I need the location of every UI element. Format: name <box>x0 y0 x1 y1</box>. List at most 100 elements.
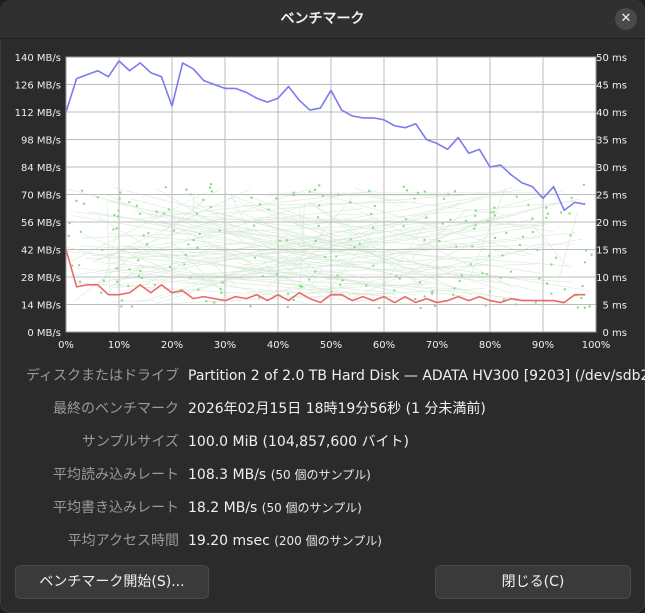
access-trace-line <box>91 227 427 257</box>
access-time-point <box>67 234 70 238</box>
read-rate-value-wrap: 108.3 MB/s (50 個のサンプル) <box>188 463 371 487</box>
access-trace-line <box>329 196 484 222</box>
access-trace-line <box>423 263 489 270</box>
access-time-point <box>509 270 513 273</box>
access-time-point <box>451 293 455 296</box>
y-left-tick-label: 14 MB/s <box>21 301 61 312</box>
access-time-point <box>550 292 553 295</box>
access-trace-line <box>113 193 346 264</box>
access-time-point <box>128 200 131 204</box>
access-time-point <box>336 274 339 277</box>
access-time-point <box>82 202 86 205</box>
y-left-tick-label: 98 MB/s <box>21 136 61 147</box>
access-trace-line <box>416 224 547 247</box>
access-time-point <box>192 238 195 242</box>
access-time-point <box>267 208 270 211</box>
access-time-point <box>455 245 458 248</box>
access-time-point <box>335 255 338 258</box>
x-tick-label: 80% <box>479 340 501 351</box>
access-time-point <box>115 267 118 270</box>
access-trace-line <box>298 205 306 253</box>
access-trace-line <box>138 277 305 295</box>
access-time-point <box>570 196 573 200</box>
access-time-point <box>559 211 563 214</box>
access-time-point <box>321 194 325 198</box>
access-time-point <box>299 285 302 288</box>
access-trace-line <box>179 217 430 259</box>
access-time-point <box>423 190 426 193</box>
access-time-point <box>317 224 320 228</box>
access-time-point <box>469 263 472 266</box>
access-time-point <box>515 195 518 198</box>
access-trace-line <box>269 211 526 256</box>
access-time-point <box>210 190 214 193</box>
access-time-point <box>371 226 375 229</box>
access-time-point <box>398 277 401 280</box>
access-trace-line <box>75 282 413 304</box>
access-trace-line <box>187 201 416 207</box>
start-benchmark-button[interactable]: ベンチマーク開始(S)... <box>15 565 209 599</box>
access-time-point <box>253 256 257 259</box>
access-time-point <box>220 291 223 295</box>
write-rate-line <box>65 249 586 304</box>
y-left-tick-label: 70 MB/s <box>21 191 61 202</box>
access-time-point <box>258 202 262 206</box>
close-icon[interactable]: ✕ <box>615 8 637 30</box>
access-time-point <box>138 212 142 216</box>
access-time-point <box>365 284 368 287</box>
access-trace-line <box>244 194 306 218</box>
access-time-point <box>164 186 168 189</box>
access-time-point <box>205 299 208 303</box>
close-button[interactable]: 閉じる(C) <box>435 565 631 599</box>
access-time-point <box>213 301 216 304</box>
access-trace-line <box>65 251 277 272</box>
access-time-point <box>493 206 496 209</box>
access-trace-line <box>533 225 570 269</box>
access-trace-line <box>132 210 542 274</box>
access-trace-line <box>267 276 342 295</box>
access-time-point <box>474 224 477 227</box>
access-time-point <box>492 210 495 214</box>
access-time-point <box>505 231 508 235</box>
access-time-point <box>120 299 124 302</box>
plot-border <box>65 56 597 333</box>
row-last-benchmark: 最終のベンチマーク 2026年02月15日 18時19分56秒 (1 分未満前) <box>0 397 645 421</box>
access-time-point <box>405 189 409 192</box>
row-write-rate: 平均書き込みレート 18.2 MB/s (50 個のサンプル) <box>0 496 645 520</box>
access-time-point <box>162 212 166 215</box>
access-time-point <box>438 239 441 243</box>
access-trace-line <box>115 245 201 249</box>
access-trace-line <box>230 195 272 276</box>
y-right-tick-label: 35 ms <box>596 136 627 147</box>
access-time-point <box>183 263 186 266</box>
access-time-point <box>419 306 422 310</box>
access-time-point <box>116 280 119 283</box>
access-time-point <box>550 263 553 266</box>
row-access-time: 平均アクセス時間 19.20 msec (200 個のサンプル) <box>0 529 645 553</box>
row-sample-size: サンプルサイズ 100.0 MiB (104,857,600 バイト) <box>0 430 645 454</box>
access-time-point <box>501 254 504 257</box>
access-trace-line <box>127 238 326 277</box>
access-trace-line <box>69 191 208 263</box>
access-time-point <box>316 216 320 219</box>
y-left-tick-label: 126 MB/s <box>15 81 61 92</box>
access-time-point <box>208 186 212 189</box>
access-time-point <box>453 190 457 193</box>
access-time-point <box>292 191 295 194</box>
row-drive: ディスクまたはドライブ Partition 2 of 2.0 TB Hard D… <box>0 364 645 388</box>
access-time-point <box>441 222 444 225</box>
access-time-point <box>198 232 201 236</box>
access-time-point <box>581 284 584 288</box>
access-trace-line <box>119 255 126 266</box>
y-right-tick-label: 40 ms <box>596 108 627 119</box>
access-time-point <box>184 253 187 257</box>
y-right-tick-label: 30 ms <box>596 163 627 174</box>
sample-size-label: サンプルサイズ <box>81 434 179 450</box>
access-trace-line <box>309 202 393 254</box>
access-time-point <box>449 218 452 221</box>
x-tick-label: 90% <box>532 340 554 351</box>
access-time-point <box>142 234 145 237</box>
y-right-tick-label: 10 ms <box>596 273 627 284</box>
access-trace-line <box>279 191 512 246</box>
access-time-label: 平均アクセス時間 <box>67 533 179 549</box>
